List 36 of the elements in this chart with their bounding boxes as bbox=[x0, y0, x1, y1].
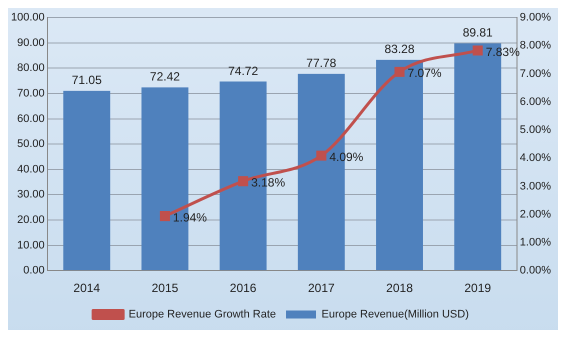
x-tick-label: 2018 bbox=[386, 281, 414, 296]
y2-tick-label: 4.00% bbox=[520, 152, 552, 164]
y2-tick-label: 1.00% bbox=[520, 236, 552, 249]
y2-tick-label: 5.00% bbox=[520, 124, 552, 136]
x-tick-label: 2014 bbox=[73, 281, 100, 296]
y-tick-label: 100.00 bbox=[10, 12, 45, 24]
y-tick-label: 80.00 bbox=[17, 62, 45, 74]
y-tick-label: 20.00 bbox=[17, 214, 45, 226]
data-label: 83.28 bbox=[384, 42, 415, 56]
y2-tick-label: 9.00% bbox=[520, 12, 552, 24]
y-tick-label: 50.00 bbox=[17, 138, 45, 150]
x-tick-label: 2017 bbox=[308, 281, 335, 296]
data-label: 1.94% bbox=[172, 210, 208, 224]
y2-tick-label: 8.00% bbox=[520, 40, 552, 52]
y-tick-label: 90.00 bbox=[17, 36, 45, 49]
x-tick-label: 2019 bbox=[464, 281, 492, 296]
data-label: 74.72 bbox=[228, 64, 258, 78]
y2-tick-label: 7.00% bbox=[520, 68, 552, 80]
legend-label: Europe Revenue Growth Rate bbox=[128, 308, 276, 321]
y2-tick-label: 3.00% bbox=[520, 180, 552, 192]
data-label: 77.78 bbox=[306, 56, 337, 70]
y-tick-label: 10.00 bbox=[17, 239, 45, 252]
x-tick-label: 2015 bbox=[152, 281, 179, 296]
y2-tick-label: 6.00% bbox=[520, 96, 552, 108]
y-tick-label: 70.00 bbox=[17, 88, 45, 100]
y-tick-label: 30.00 bbox=[17, 188, 45, 201]
y-tick-label: 60.00 bbox=[17, 112, 45, 125]
legend-label: Europe Revenue(Million USD) bbox=[322, 308, 469, 321]
x-tick-label: 2016 bbox=[230, 281, 257, 296]
data-label: 89.81 bbox=[462, 26, 494, 40]
data-label: 71.05 bbox=[72, 73, 102, 88]
y-tick-label: 0.00 bbox=[23, 264, 45, 277]
y2-tick-label: 2.00% bbox=[520, 208, 552, 220]
y2-tick-label: 0.00% bbox=[520, 264, 552, 277]
data-label: 72.42 bbox=[150, 70, 180, 84]
y-tick-label: 40.00 bbox=[17, 163, 45, 176]
